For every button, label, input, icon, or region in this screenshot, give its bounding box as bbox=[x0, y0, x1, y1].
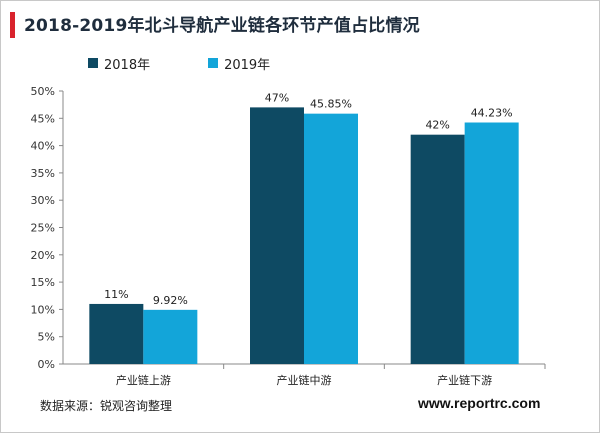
bar-value-label: 45.85% bbox=[310, 98, 352, 111]
chart-title: 2018-2019年北斗导航产业链各环节产值占比情况 bbox=[24, 16, 420, 36]
bar bbox=[304, 113, 358, 364]
website-url: www.reportrc.com bbox=[418, 395, 541, 411]
legend-item-2019: 2019年 bbox=[208, 54, 270, 73]
bar bbox=[464, 122, 519, 364]
title-accent-bar bbox=[10, 12, 15, 38]
x-category-label: 产业链下游 bbox=[437, 373, 492, 387]
legend-item-2018: 2018年 bbox=[88, 54, 150, 73]
y-tick-label: 15% bbox=[31, 276, 55, 289]
legend-swatch-2018 bbox=[88, 58, 98, 68]
bar bbox=[89, 303, 144, 364]
legend-label-2018: 2018年 bbox=[104, 57, 151, 73]
y-tick-label: 10% bbox=[31, 303, 55, 316]
bar bbox=[250, 107, 304, 364]
y-tick-label: 35% bbox=[31, 167, 55, 180]
y-tick-label: 20% bbox=[31, 249, 55, 262]
bar bbox=[410, 134, 465, 364]
y-tick-label: 45% bbox=[31, 112, 55, 125]
y-tick-label: 50% bbox=[31, 85, 55, 98]
bar-value-label: 47% bbox=[265, 91, 289, 104]
bar-value-label: 11% bbox=[104, 288, 128, 301]
x-category-label: 产业链上游 bbox=[116, 373, 171, 387]
legend-swatch-2019 bbox=[208, 58, 219, 68]
y-tick-label: 30% bbox=[31, 194, 55, 207]
y-tick-label: 0% bbox=[38, 358, 55, 371]
bar-value-label: 9.92% bbox=[153, 294, 188, 307]
bar-value-label: 42% bbox=[425, 119, 449, 132]
bar bbox=[143, 309, 198, 364]
y-tick-label: 25% bbox=[31, 222, 55, 235]
data-source: 数据来源：锐观咨询整理 bbox=[40, 399, 173, 413]
y-tick-label: 5% bbox=[38, 331, 55, 344]
bar-value-label: 44.23% bbox=[471, 107, 513, 120]
legend: 2018年 2019年 bbox=[88, 54, 328, 73]
x-category-label: 产业链中游 bbox=[277, 373, 332, 387]
y-tick-label: 40% bbox=[31, 140, 55, 153]
legend-label-2019: 2019年 bbox=[224, 57, 271, 73]
